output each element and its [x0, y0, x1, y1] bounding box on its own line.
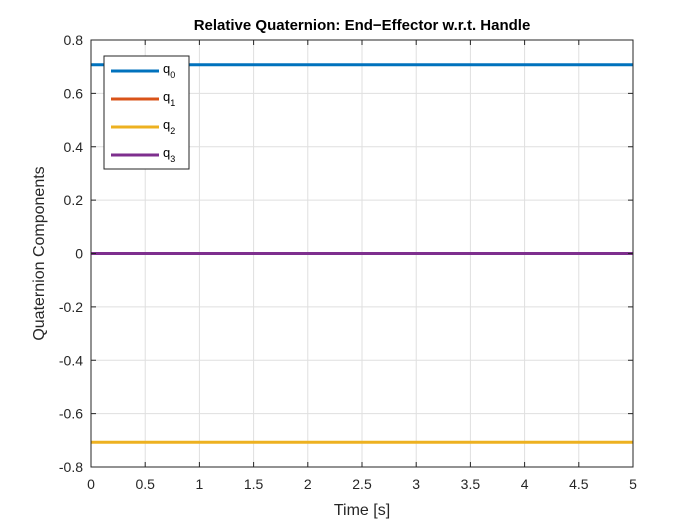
x-tick-label: 3.5 [461, 476, 481, 492]
legend-subscript: 0 [170, 70, 175, 80]
x-tick-label: 0.5 [135, 476, 155, 492]
x-axis-label: Time [s] [334, 502, 390, 519]
x-tick-label: 4.5 [569, 476, 589, 492]
x-tick-label: 5 [629, 476, 637, 492]
y-tick-label: -0.6 [59, 406, 83, 422]
legend-subscript: 1 [170, 98, 175, 108]
y-tick-label: 0.6 [64, 85, 84, 101]
y-axis-label: Quaternion Components [31, 166, 48, 340]
y-tick-label: 0.4 [64, 139, 84, 155]
legend-box [103, 55, 190, 170]
x-tick-label: 1.5 [244, 476, 264, 492]
y-tick-label: -0.2 [59, 299, 83, 315]
y-tick-label: 0.8 [64, 32, 84, 48]
y-tick-label: -0.4 [59, 352, 83, 368]
chart-title: Relative Quaternion: End−Effector w.r.t.… [194, 17, 531, 34]
y-tick-label: -0.8 [59, 459, 83, 475]
ticks: 0 0.5 1 1.5 2 2.5 3 3.5 4 4.5 5 -0.8 -0.6 -0.4 -0.2 0 0.… [59, 32, 637, 492]
legend-subscript: 2 [170, 126, 175, 136]
x-tick-label: 4 [521, 476, 529, 492]
y-tick-label: 0 [75, 246, 83, 262]
x-tick-label: 3 [412, 476, 420, 492]
legend-subscript: 3 [170, 154, 175, 164]
x-tick-label: 2.5 [352, 476, 372, 492]
y-tick-label: 0.2 [64, 192, 84, 208]
x-tick-label: 0 [87, 476, 95, 492]
x-tick-label: 2 [304, 476, 312, 492]
x-tick-label: 1 [196, 476, 204, 492]
